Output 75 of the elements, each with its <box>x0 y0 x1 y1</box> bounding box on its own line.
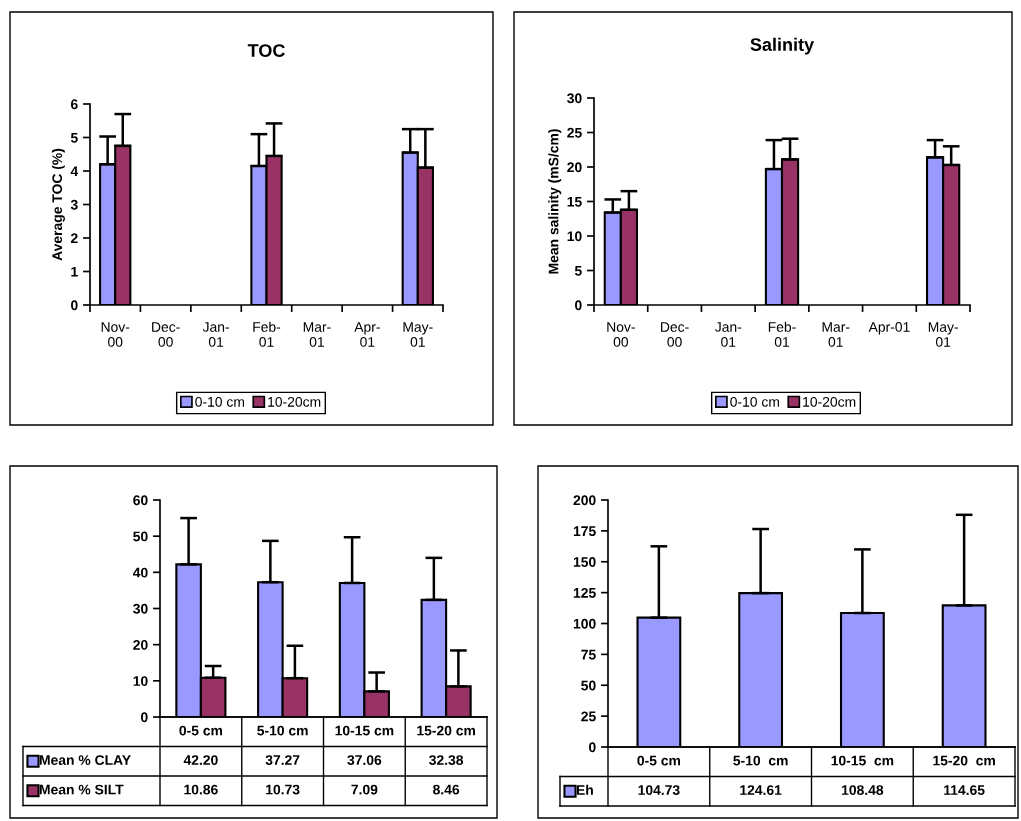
legend-label: 0-10 cm <box>195 396 244 407</box>
y-axis-title: Average TOC (%) <box>51 148 65 261</box>
x-tick-label: Feb- 01 <box>768 321 796 347</box>
legend-label: Mean % SILT <box>39 784 124 795</box>
y-tick-label: 10 <box>567 231 582 242</box>
data-label: 7.09 <box>351 784 378 795</box>
x-tick-label: Nov- 00 <box>101 322 130 347</box>
y-tick-label: 10 <box>133 676 148 686</box>
x-tick-label: Mar- 01 <box>822 322 850 347</box>
y-tick-label: 25 <box>567 127 582 138</box>
x-tick-label: 15-20 cm <box>933 755 995 766</box>
x-tick-label: Jan- 01 <box>714 322 742 347</box>
y-tick-label: 0 <box>71 300 78 311</box>
data-label: 32.38 <box>429 755 464 765</box>
y-tick-label: 200 <box>573 495 596 506</box>
y-tick-label: 40 <box>132 567 148 578</box>
y-tick-label: 0 <box>575 300 582 311</box>
y-tick-label: 20 <box>133 640 148 650</box>
x-tick-label: 10-15 cm <box>831 755 894 766</box>
x-tick-label: May- 01 <box>928 322 958 347</box>
x-tick-label: Apr-01 <box>868 322 910 335</box>
y-tick-label: 0 <box>141 712 148 723</box>
data-label: 124.61 <box>740 785 782 795</box>
legend-label: 10-20cm <box>268 396 321 407</box>
legend-label: Mean % CLAY <box>39 755 131 765</box>
y-tick-label: 175 <box>573 526 596 537</box>
x-tick-label: Dec- 00 <box>661 322 689 347</box>
data-label: 10.73 <box>266 784 300 795</box>
y-tick-label: 0 <box>589 742 596 753</box>
y-tick-label: 25 <box>581 711 596 722</box>
x-tick-label: 5-10 cm <box>733 755 788 766</box>
y-tick-label: 60 <box>133 495 148 506</box>
data-label: 104.73 <box>638 785 680 795</box>
data-label: 37.27 <box>265 755 300 765</box>
legend-label: 10-20cm <box>803 396 856 407</box>
y-axis-title: Mean salinity (mS/cm) <box>548 129 562 274</box>
chart-title: TOC <box>247 44 285 57</box>
y-tick-label: 4 <box>70 166 79 177</box>
x-tick-label: Mar- 01 <box>303 322 331 347</box>
y-tick-label: 50 <box>581 680 596 691</box>
data-label: 37.06 <box>347 755 382 765</box>
x-tick-label: 15-20 cm <box>417 725 475 736</box>
y-tick-label: 15 <box>567 196 582 207</box>
x-tick-label: 0-5 cm <box>637 755 681 766</box>
y-tick-label: 5 <box>574 265 582 276</box>
x-tick-label: Feb- 01 <box>253 321 281 347</box>
y-tick-label: 3 <box>70 199 78 210</box>
y-tick-label: 100 <box>573 618 596 629</box>
y-tick-label: 1 <box>71 266 78 277</box>
legend-label: 0-10 cm <box>730 396 779 407</box>
x-tick-label: May- 01 <box>403 322 433 347</box>
x-tick-label: 0-5 cm <box>179 725 223 736</box>
x-tick-label: Nov- 00 <box>607 322 635 347</box>
x-tick-label: Apr- 01 <box>354 322 380 347</box>
data-label: 42.20 <box>183 755 218 765</box>
y-tick-label: 20 <box>567 162 582 173</box>
legend-label: Eh <box>576 784 593 795</box>
data-label: 108.48 <box>842 785 884 795</box>
y-tick-label: 6 <box>70 99 78 110</box>
x-tick-label: Dec- 00 <box>152 322 180 347</box>
y-tick-label: 50 <box>133 531 148 542</box>
data-label: 10.86 <box>184 784 218 795</box>
y-tick-label: 30 <box>567 93 582 104</box>
y-tick-label: 75 <box>581 649 596 660</box>
y-tick-label: 150 <box>573 557 596 567</box>
data-label: 114.65 <box>944 785 985 795</box>
data-label: 8.46 <box>433 784 460 795</box>
y-tick-label: 125 <box>573 587 596 598</box>
chart-title: Salinity <box>750 37 815 55</box>
y-tick-label: 5 <box>70 132 78 143</box>
y-tick-label: 30 <box>133 603 148 614</box>
x-tick-label: Jan- 01 <box>202 322 229 347</box>
x-tick-label: 10-15 cm <box>335 725 394 736</box>
y-tick-label: 2 <box>70 233 78 244</box>
x-tick-label: 5-10 cm <box>257 725 308 736</box>
